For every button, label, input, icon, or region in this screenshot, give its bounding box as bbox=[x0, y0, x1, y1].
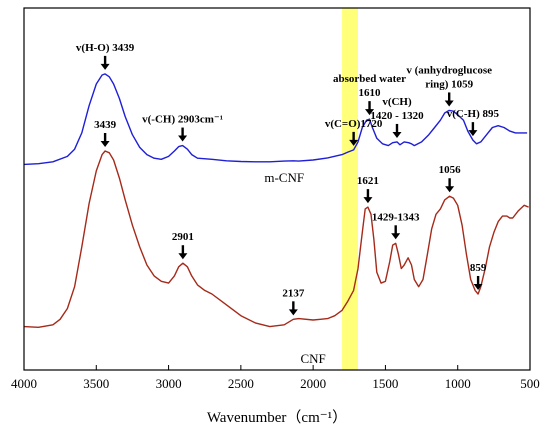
annotation-label: 3439 bbox=[94, 119, 117, 131]
x-tick-label: 1500 bbox=[372, 376, 398, 391]
x-axis-label: Wavenumber（cm⁻¹） bbox=[207, 409, 347, 426]
annotation-arrowhead bbox=[468, 130, 478, 137]
annotation-label: v(H-O) 3439 bbox=[76, 42, 135, 54]
annotation-arrowhead bbox=[178, 135, 188, 142]
annotation-arrowhead bbox=[365, 109, 375, 116]
annotation-label: ring) 1059 bbox=[425, 78, 473, 90]
x-tick-label: 500 bbox=[520, 376, 540, 391]
annotation-arrowhead bbox=[100, 140, 110, 147]
annotation-label: 1056 bbox=[439, 164, 462, 176]
x-tick-label: 4000 bbox=[11, 376, 37, 391]
annotation-label: 1621 bbox=[357, 175, 379, 187]
annotation-label: 1420 - 1320 bbox=[370, 110, 424, 122]
annotation-arrowhead bbox=[391, 233, 401, 240]
x-axis-ticks: 4000 3500 3000 2500 2000 1500 1000 500 bbox=[11, 365, 540, 391]
x-tick-label: 1000 bbox=[445, 376, 471, 391]
annotation-arrowhead bbox=[363, 197, 373, 204]
x-tick-label: 2500 bbox=[228, 376, 254, 391]
annotation-label: v(-CH) 2903cm⁻¹ bbox=[142, 114, 223, 126]
annotation-label: absorbed water bbox=[333, 73, 406, 85]
annotation-label: 859 bbox=[470, 262, 487, 274]
series-label-m-cnf: m-CNF bbox=[264, 170, 304, 185]
annotation-label: v(CH) bbox=[382, 96, 412, 108]
annotation-label: v(C=O)1720 bbox=[325, 118, 383, 130]
series-line-cnf bbox=[23, 150, 529, 328]
x-tick-label: 3500 bbox=[83, 376, 109, 391]
series-layer bbox=[23, 73, 529, 328]
annotation-arrowhead bbox=[445, 186, 455, 193]
annotation-label: 2901 bbox=[172, 231, 194, 243]
series-labels: m-CNF CNF bbox=[264, 170, 325, 366]
annotation-arrowhead bbox=[444, 100, 454, 107]
annotation-arrowhead bbox=[392, 131, 402, 138]
annotation-arrowhead bbox=[178, 253, 188, 260]
annotation-arrowhead bbox=[100, 63, 110, 70]
plot-frame bbox=[23, 7, 531, 371]
annotation-arrowhead bbox=[473, 283, 483, 290]
annotations: v(H-O) 3439 v(-CH) 2903cm⁻¹ v(C=O)1720 abso… bbox=[76, 42, 500, 316]
annotation-arrowhead bbox=[349, 139, 359, 146]
annotation-label: v (anhydroglucose bbox=[406, 64, 492, 76]
highlight-band bbox=[342, 8, 358, 370]
annotation-arrowhead bbox=[288, 309, 298, 316]
annotation-label: v(C-H) 895 bbox=[447, 108, 500, 120]
annotation-label: 1429-1343 bbox=[372, 211, 420, 223]
x-tick-label: 2000 bbox=[300, 376, 326, 391]
annotation-label: 1610 bbox=[359, 87, 382, 99]
annotation-label: 2137 bbox=[282, 287, 305, 299]
series-line-m-cnf bbox=[23, 73, 528, 166]
x-tick-label: 3000 bbox=[156, 376, 182, 391]
series-label-cnf: CNF bbox=[300, 351, 325, 366]
